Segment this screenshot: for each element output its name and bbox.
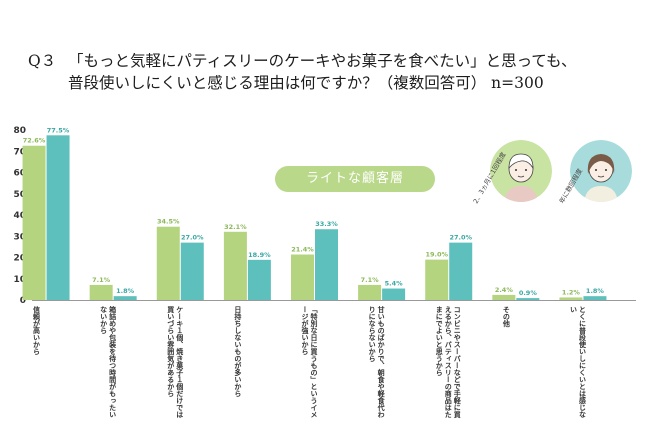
value-label: 1.8% bbox=[586, 287, 605, 295]
value-label: 32.1% bbox=[224, 223, 247, 231]
value-label: 7.1% bbox=[361, 276, 380, 284]
bar-series-1 bbox=[559, 297, 583, 300]
value-label: 1.2% bbox=[562, 288, 581, 296]
sample-size: n=300 bbox=[491, 74, 544, 92]
category-label: とくに普段使いしにくいとは感じない bbox=[569, 306, 587, 418]
bar-series-2 bbox=[180, 242, 204, 300]
value-label: 2.4% bbox=[495, 286, 514, 294]
bar-series-2 bbox=[315, 229, 338, 300]
persona-avatar-2 bbox=[570, 140, 632, 202]
y-tick-label: 80 bbox=[13, 126, 26, 136]
value-label: 27.0% bbox=[449, 234, 472, 242]
bar-series-1 bbox=[223, 231, 247, 300]
y-tick-label: 30 bbox=[13, 232, 26, 242]
bar-series-1 bbox=[22, 145, 46, 300]
question-line-1: 「もっと気軽にパティスリーのケーキやお菓子を食べたい」と思っても、 bbox=[68, 52, 577, 70]
question-number: Q３ bbox=[28, 52, 57, 70]
y-tick-label: 20 bbox=[13, 254, 26, 264]
bar-series-1 bbox=[492, 294, 516, 300]
value-label: 72.6% bbox=[23, 137, 46, 145]
bar-series-1 bbox=[156, 226, 180, 300]
y-tick-label: 70 bbox=[13, 147, 26, 157]
persona-avatar-1 bbox=[490, 140, 552, 202]
chart-value-labels: 72.6%77.5%7.1%1.8%34.5%27.0%32.1%18.9%21… bbox=[23, 126, 605, 297]
chart-axes: 0 10 20 30 40 50 60 70 80 bbox=[13, 126, 636, 306]
y-tick-label: 60 bbox=[13, 169, 26, 179]
bar-series-1 bbox=[425, 259, 449, 300]
value-label: 77.5% bbox=[47, 126, 70, 134]
bar-series-1 bbox=[358, 284, 382, 300]
y-tick-label: 50 bbox=[13, 190, 26, 200]
bar-series-2 bbox=[583, 296, 607, 300]
category-label: 「特別な日に買うもの」というイメージが強いから bbox=[301, 306, 318, 418]
value-label: 27.0% bbox=[181, 234, 204, 242]
question-text: Q３ 「もっと気軽にパティスリーのケーキやお菓子を食べたい」と思っても、 普段使い… bbox=[28, 50, 638, 94]
bar-series-2 bbox=[247, 259, 271, 300]
value-label: 34.5% bbox=[157, 218, 180, 226]
question-line-2: 普段使いしにくいと感じる理由は何ですか？（複数回答可） bbox=[68, 74, 487, 92]
bar-series-2 bbox=[516, 298, 540, 300]
bar-series-2 bbox=[449, 242, 473, 300]
y-tick-label: 40 bbox=[13, 211, 26, 221]
category-label: 日持ちしないものが多いから bbox=[233, 306, 242, 397]
category-label: 信頼が高いから bbox=[32, 306, 41, 355]
value-label: 1.8% bbox=[116, 287, 135, 295]
chart-bars bbox=[22, 135, 607, 300]
category-label: ケーキ１個、焼き菓子１個だけでは買いづらい雰囲気があるから bbox=[166, 306, 184, 418]
value-label: 18.9% bbox=[248, 251, 271, 259]
value-label: 21.4% bbox=[291, 246, 314, 254]
bar-series-2 bbox=[113, 296, 137, 300]
y-tick-label: 0 bbox=[20, 296, 26, 306]
bar-series-2 bbox=[382, 288, 406, 300]
value-label: 33.3% bbox=[315, 220, 338, 228]
value-label: 0.9% bbox=[519, 289, 538, 297]
y-tick-label: 10 bbox=[13, 275, 26, 285]
bar-series-1 bbox=[291, 254, 314, 300]
value-label: 7.1% bbox=[92, 276, 111, 284]
value-label: 5.4% bbox=[385, 280, 404, 288]
category-label: その他 bbox=[502, 306, 511, 327]
category-label: 箱詰めや包装を待つ時間がもったいないから bbox=[99, 306, 117, 418]
category-label: 甘いものばかりで、朝食や軽食代わりにならないから bbox=[368, 306, 386, 418]
bar-series-2 bbox=[46, 135, 70, 300]
segment-badge: ライトな顧客層 bbox=[275, 166, 435, 192]
bar-series-1 bbox=[89, 284, 113, 300]
category-label: コンビニやスーパーなどで手軽に買えるから、パティスリーの商品はたまにでよいと思う… bbox=[435, 306, 462, 418]
value-label: 19.0% bbox=[425, 251, 448, 259]
